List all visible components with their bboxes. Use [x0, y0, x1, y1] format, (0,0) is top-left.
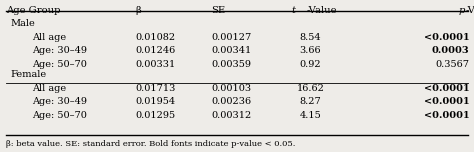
Text: 0.00341: 0.00341: [211, 46, 251, 55]
Text: 0.00103: 0.00103: [211, 84, 251, 93]
Text: 0.3567: 0.3567: [435, 60, 469, 69]
Text: -Value: -Value: [465, 6, 474, 15]
Text: All age: All age: [32, 33, 66, 42]
Text: 0.01082: 0.01082: [135, 33, 175, 42]
Text: 0.0003: 0.0003: [432, 46, 469, 55]
Text: <0.0001: <0.0001: [424, 84, 469, 93]
Text: β: beta value. SE: standard error. Bold fonts indicate p-value < 0.05.: β: beta value. SE: standard error. Bold …: [6, 140, 295, 148]
Text: Age: 30–49: Age: 30–49: [32, 46, 87, 55]
Text: 8.54: 8.54: [300, 33, 321, 42]
Text: 0.01295: 0.01295: [135, 111, 175, 120]
Text: Age: 50–70: Age: 50–70: [32, 111, 87, 120]
Text: Male: Male: [10, 19, 35, 28]
Text: 0.00331: 0.00331: [135, 60, 175, 69]
Text: 0.01954: 0.01954: [135, 97, 175, 106]
Text: -Value: -Value: [307, 6, 337, 15]
Text: 0.01713: 0.01713: [135, 84, 175, 93]
Text: 3.66: 3.66: [300, 46, 321, 55]
Text: <0.0001: <0.0001: [424, 97, 469, 106]
Text: Age: 50–70: Age: 50–70: [32, 60, 87, 69]
Text: t: t: [292, 6, 295, 15]
Text: SE: SE: [211, 6, 225, 15]
Text: Age: 30–49: Age: 30–49: [32, 97, 87, 106]
Text: 16.62: 16.62: [297, 84, 324, 93]
Text: 4.15: 4.15: [300, 111, 321, 120]
Text: 0.00127: 0.00127: [211, 33, 251, 42]
Text: 8.27: 8.27: [300, 97, 321, 106]
Text: All age: All age: [32, 84, 66, 93]
Text: 0.92: 0.92: [300, 60, 321, 69]
Text: <0.0001: <0.0001: [424, 33, 469, 42]
Text: Age Group: Age Group: [6, 6, 60, 15]
Text: 0.01246: 0.01246: [135, 46, 175, 55]
Text: 0.00236: 0.00236: [211, 97, 251, 106]
Text: <0.0001: <0.0001: [424, 111, 469, 120]
Text: Female: Female: [10, 70, 46, 79]
Text: 0.00312: 0.00312: [211, 111, 251, 120]
Text: p: p: [458, 6, 465, 15]
Text: β: β: [135, 6, 141, 15]
Text: 0.00359: 0.00359: [211, 60, 251, 69]
